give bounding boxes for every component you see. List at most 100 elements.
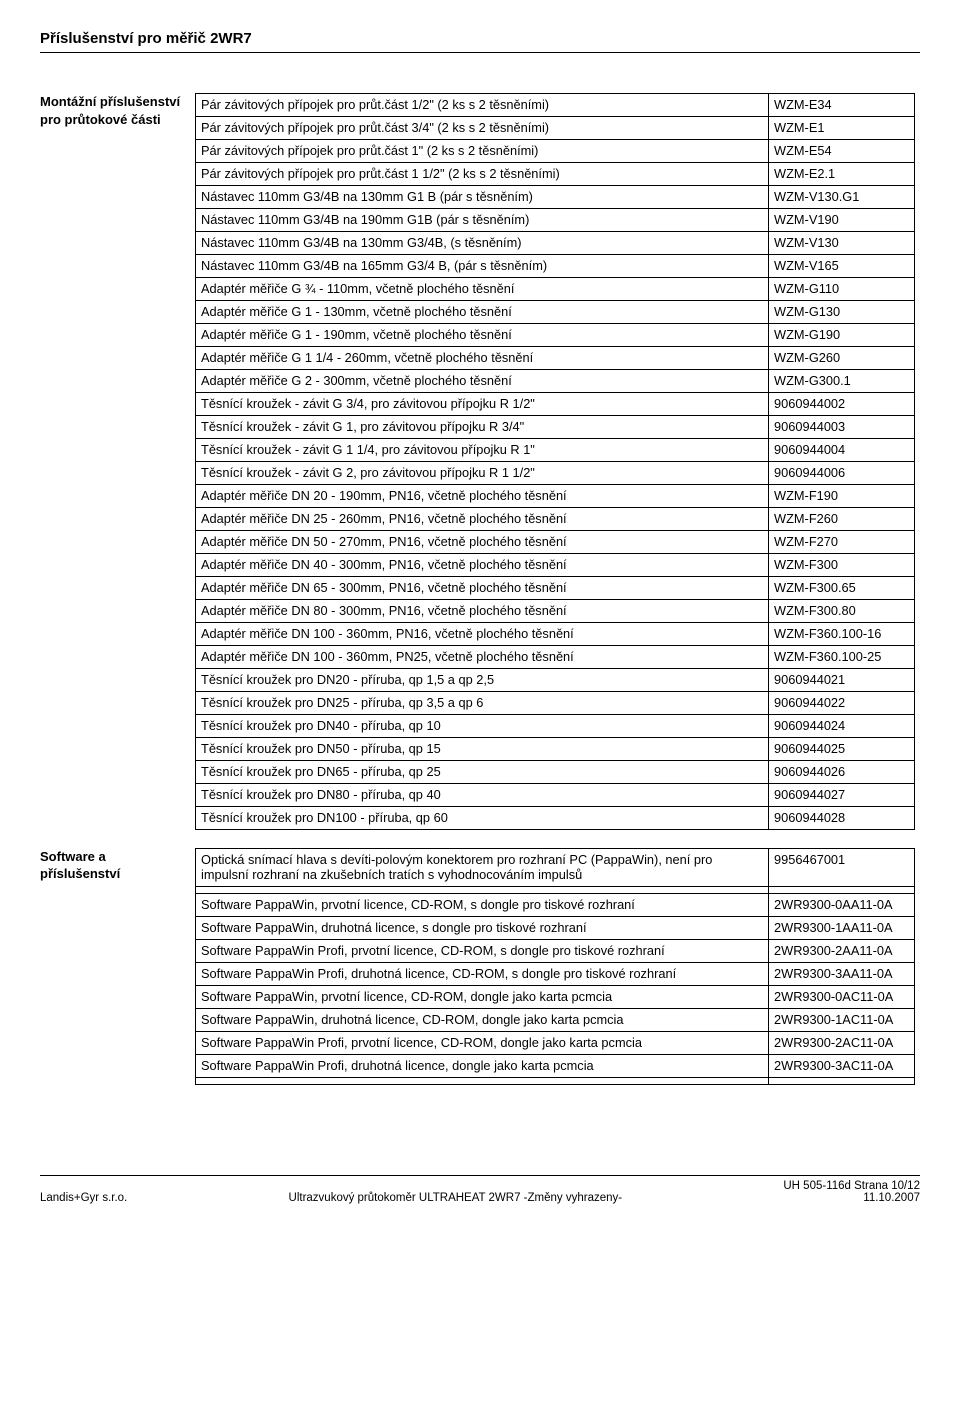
table-row: Adaptér měřiče G ¾ - 110mm, včetně ploch… bbox=[196, 277, 915, 300]
cell-code: 9060944021 bbox=[769, 668, 915, 691]
cell-code: 2WR9300-0AC11-0A bbox=[769, 986, 915, 1009]
table-row: Těsnící kroužek pro DN100 - příruba, qp … bbox=[196, 806, 915, 829]
cell-description: Pár závitových přípojek pro průt.část 3/… bbox=[196, 116, 769, 139]
table-row: Adaptér měřiče DN 25 - 260mm, PN16, včet… bbox=[196, 507, 915, 530]
cell-description: Pár závitových přípojek pro průt.část 1 … bbox=[196, 162, 769, 185]
cell-description: Těsnící kroužek pro DN25 - příruba, qp 3… bbox=[196, 691, 769, 714]
page-footer: Landis+Gyr s.r.o. Ultrazvukový průtokomě… bbox=[40, 1175, 920, 1204]
cell-description: Nástavec 110mm G3/4B na 130mm G3/4B, (s … bbox=[196, 231, 769, 254]
cell-description: Adaptér měřiče G 1 1/4 - 260mm, včetně p… bbox=[196, 346, 769, 369]
section-label-mounting: Montážní příslušenství pro průtokové čás… bbox=[40, 93, 195, 830]
table-row: Těsnící kroužek pro DN65 - příruba, qp 2… bbox=[196, 760, 915, 783]
table-row: Adaptér měřiče G 1 - 130mm, včetně ploch… bbox=[196, 300, 915, 323]
cell-code: WZM-F360.100-16 bbox=[769, 622, 915, 645]
cell-description: Těsnící kroužek - závit G 1 1/4, pro záv… bbox=[196, 438, 769, 461]
page-title: Příslušenství pro měřič 2WR7 bbox=[40, 30, 920, 53]
cell-description: Adaptér měřiče DN 50 - 270mm, PN16, včet… bbox=[196, 530, 769, 553]
cell-description bbox=[196, 887, 769, 894]
cell-code: 9060944026 bbox=[769, 760, 915, 783]
cell-description: Pár závitových přípojek pro průt.část 1"… bbox=[196, 139, 769, 162]
table-row: Pár závitových přípojek pro průt.část 1/… bbox=[196, 94, 915, 117]
cell-code: 2WR9300-3AC11-0A bbox=[769, 1055, 915, 1078]
cell-description: Těsnící kroužek - závit G 3/4, pro závit… bbox=[196, 392, 769, 415]
table-row: Optická snímací hlava s devíti-polovým k… bbox=[196, 848, 915, 887]
cell-code: 9060944022 bbox=[769, 691, 915, 714]
cell-description: Software PappaWin, prvotní licence, CD-R… bbox=[196, 894, 769, 917]
table-row: Software PappaWin Profi, prvotní licence… bbox=[196, 1032, 915, 1055]
cell-code: WZM-G260 bbox=[769, 346, 915, 369]
table-mounting: Pár závitových přípojek pro průt.část 1/… bbox=[195, 93, 915, 830]
footer-right-1: UH 505-116d Strana 10/12 bbox=[783, 1180, 920, 1192]
table-row bbox=[196, 1078, 915, 1085]
cell-code: WZM-G110 bbox=[769, 277, 915, 300]
cell-description: Pár závitových přípojek pro průt.část 1/… bbox=[196, 94, 769, 117]
cell-description: Těsnící kroužek - závit G 1, pro závitov… bbox=[196, 415, 769, 438]
table-row: Pár závitových přípojek pro průt.část 3/… bbox=[196, 116, 915, 139]
cell-description: Nástavec 110mm G3/4B na 190mm G1B (pár s… bbox=[196, 208, 769, 231]
cell-code: WZM-V165 bbox=[769, 254, 915, 277]
cell-code: WZM-G190 bbox=[769, 323, 915, 346]
table-row: Pár závitových přípojek pro průt.část 1 … bbox=[196, 162, 915, 185]
cell-code: 2WR9300-1AC11-0A bbox=[769, 1009, 915, 1032]
cell-code: 2WR9300-3AA11-0A bbox=[769, 963, 915, 986]
table-software: Optická snímací hlava s devíti-polovým k… bbox=[195, 848, 915, 1086]
cell-code: 2WR9300-1AA11-0A bbox=[769, 917, 915, 940]
cell-description: Optická snímací hlava s devíti-polovým k… bbox=[196, 848, 769, 887]
cell-description: Adaptér měřiče DN 40 - 300mm, PN16, včet… bbox=[196, 553, 769, 576]
cell-code: WZM-F190 bbox=[769, 484, 915, 507]
table-row: Těsnící kroužek pro DN40 - příruba, qp 1… bbox=[196, 714, 915, 737]
table-row: Adaptér měřiče DN 50 - 270mm, PN16, včet… bbox=[196, 530, 915, 553]
table-row bbox=[196, 887, 915, 894]
cell-description: Adaptér měřiče DN 65 - 300mm, PN16, včet… bbox=[196, 576, 769, 599]
cell-description bbox=[196, 1078, 769, 1085]
cell-description: Software PappaWin, druhotná licence, s d… bbox=[196, 917, 769, 940]
cell-code: WZM-V130.G1 bbox=[769, 185, 915, 208]
cell-code: WZM-F300 bbox=[769, 553, 915, 576]
cell-code: 9060944006 bbox=[769, 461, 915, 484]
cell-description: Nástavec 110mm G3/4B na 130mm G1 B (pár … bbox=[196, 185, 769, 208]
cell-description: Software PappaWin Profi, prvotní licence… bbox=[196, 940, 769, 963]
cell-description: Těsnící kroužek pro DN80 - příruba, qp 4… bbox=[196, 783, 769, 806]
cell-description: Software PappaWin Profi, druhotná licenc… bbox=[196, 963, 769, 986]
cell-description: Těsnící kroužek pro DN20 - příruba, qp 1… bbox=[196, 668, 769, 691]
table-row: Nástavec 110mm G3/4B na 130mm G1 B (pár … bbox=[196, 185, 915, 208]
table-row: Software PappaWin, druhotná licence, s d… bbox=[196, 917, 915, 940]
table-row: Software PappaWin Profi, druhotná licenc… bbox=[196, 963, 915, 986]
cell-code: 9956467001 bbox=[769, 848, 915, 887]
cell-code bbox=[769, 887, 915, 894]
cell-description: Software PappaWin, druhotná licence, CD-… bbox=[196, 1009, 769, 1032]
table-row: Adaptér měřiče DN 100 - 360mm, PN25, vče… bbox=[196, 645, 915, 668]
cell-description: Adaptér měřiče DN 100 - 360mm, PN16, vče… bbox=[196, 622, 769, 645]
cell-code: 9060944025 bbox=[769, 737, 915, 760]
cell-code: 9060944002 bbox=[769, 392, 915, 415]
cell-code: 9060944024 bbox=[769, 714, 915, 737]
cell-description: Těsnící kroužek pro DN50 - příruba, qp 1… bbox=[196, 737, 769, 760]
table-row: Těsnící kroužek - závit G 3/4, pro závit… bbox=[196, 392, 915, 415]
cell-description: Těsnící kroužek pro DN40 - příruba, qp 1… bbox=[196, 714, 769, 737]
cell-description: Adaptér měřiče DN 80 - 300mm, PN16, včet… bbox=[196, 599, 769, 622]
cell-description: Software PappaWin Profi, prvotní licence… bbox=[196, 1032, 769, 1055]
table-row: Software PappaWin, prvotní licence, CD-R… bbox=[196, 894, 915, 917]
cell-description: Těsnící kroužek pro DN65 - příruba, qp 2… bbox=[196, 760, 769, 783]
cell-code: 2WR9300-2AC11-0A bbox=[769, 1032, 915, 1055]
cell-code: WZM-F260 bbox=[769, 507, 915, 530]
table-row: Software PappaWin, prvotní licence, CD-R… bbox=[196, 986, 915, 1009]
section-software: Software a příslušenství Optická snímací… bbox=[40, 848, 920, 1086]
cell-code: 9060944027 bbox=[769, 783, 915, 806]
cell-code: WZM-V190 bbox=[769, 208, 915, 231]
cell-code: WZM-F360.100-25 bbox=[769, 645, 915, 668]
table-row: Software PappaWin Profi, prvotní licence… bbox=[196, 940, 915, 963]
cell-code: WZM-E54 bbox=[769, 139, 915, 162]
cell-code: 9060944004 bbox=[769, 438, 915, 461]
cell-code: 9060944028 bbox=[769, 806, 915, 829]
footer-center: Ultrazvukový průtokoměr ULTRAHEAT 2WR7 -… bbox=[289, 1192, 623, 1204]
table-row: Nástavec 110mm G3/4B na 190mm G1B (pár s… bbox=[196, 208, 915, 231]
table-row: Těsnící kroužek pro DN25 - příruba, qp 3… bbox=[196, 691, 915, 714]
table-row: Adaptér měřiče DN 20 - 190mm, PN16, včet… bbox=[196, 484, 915, 507]
cell-description: Adaptér měřiče G ¾ - 110mm, včetně ploch… bbox=[196, 277, 769, 300]
cell-code: WZM-G300.1 bbox=[769, 369, 915, 392]
cell-description: Nástavec 110mm G3/4B na 165mm G3/4 B, (p… bbox=[196, 254, 769, 277]
cell-description: Adaptér měřiče DN 100 - 360mm, PN25, vče… bbox=[196, 645, 769, 668]
cell-code: 2WR9300-2AA11-0A bbox=[769, 940, 915, 963]
footer-left: Landis+Gyr s.r.o. bbox=[40, 1192, 127, 1204]
